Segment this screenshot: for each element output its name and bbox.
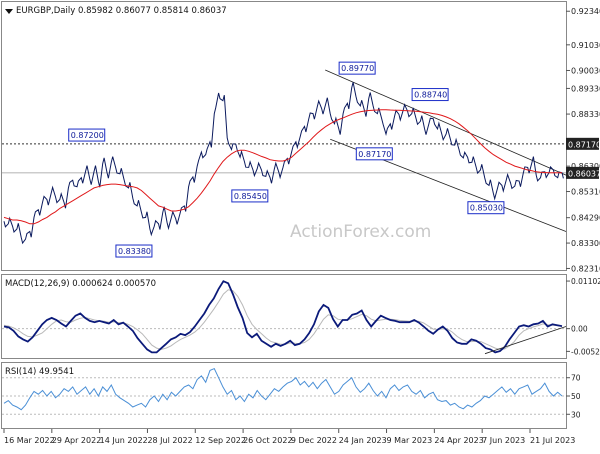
annotation-label: 0.88740 (414, 91, 447, 100)
level-price-tag (566, 137, 599, 150)
moving-average-line (3, 109, 562, 225)
x-axis-tick-label: 7 Jun 2023 (482, 436, 525, 445)
annotation-box (231, 189, 269, 203)
annotation-box (68, 128, 106, 142)
rsi-y-tick-label: 70 (571, 374, 581, 383)
current-price-tag (566, 166, 599, 179)
annotation-box (355, 147, 393, 161)
annotation-label: 0.85030 (470, 204, 503, 213)
x-axis-tick-label: 14 Jun 2022 (100, 436, 148, 445)
rsi-y-tick-label: 30 (571, 410, 581, 419)
macd-panel-header: MACD(12,26,9) 0.000624 0.000570 (5, 279, 156, 289)
x-axis-tick-label: 9 Dec 2022 (291, 436, 337, 445)
annotation-label: 0.89770 (341, 64, 374, 73)
dropdown-triangle-icon[interactable] (5, 9, 13, 14)
rsi-line (3, 367, 563, 411)
x-axis-tick-label: 26 Oct 2022 (243, 436, 292, 445)
x-axis-tick-label: 12 Sep 2022 (195, 436, 246, 445)
watermark: ActionForex.com (290, 222, 431, 242)
macd-layer: 0.011027 0.00 -0.005267 (2, 277, 600, 356)
annotation-box (411, 88, 449, 102)
annotation-box (338, 61, 376, 75)
rsi-layer: 70 50 30 (2, 367, 581, 419)
level-price-label: 0.87170 (568, 140, 600, 149)
annotation-box (115, 244, 153, 258)
annotation-label: 0.85450 (234, 192, 267, 201)
annotation-box (467, 201, 505, 215)
x-axis-tick-label: 28 Jul 2022 (147, 436, 192, 445)
x-axis-tick-label: 16 Mar 2022 (4, 436, 55, 445)
price-series-line (3, 82, 564, 245)
annotation-label: 0.87200 (71, 131, 104, 140)
x-axis-tick-label: 24 Apr 2023 (434, 436, 483, 445)
macd-trendline (484, 326, 567, 355)
macd-y-tick-label: 0.00 (571, 325, 588, 334)
rsi-y-tick-label: 50 (571, 392, 581, 401)
current-price-label: 0.86037 (568, 169, 600, 178)
annotation-label: 0.87170 (358, 150, 391, 159)
x-axis-tick-label: 9 Mar 2023 (387, 436, 433, 445)
price-panel-header: EURGBP,Daily 0.85982 0.86077 0.85814 0.8… (16, 6, 227, 16)
macd-y-tick-label: 0.011027 (571, 277, 600, 286)
annotation-label: 0.83380 (118, 247, 151, 256)
channel-upper-line (325, 69, 567, 176)
x-axis-tick-label: 21 Jul 2023 (530, 436, 575, 445)
x-axis-tick-label: 29 Apr 2022 (52, 436, 101, 445)
x-axis-tick-label: 24 Jan 2023 (339, 436, 387, 445)
macd-line (3, 280, 563, 354)
rsi-panel-header: RSI(14) 49.9541 (5, 367, 74, 377)
macd-y-tick-label: -0.005267 (571, 347, 600, 356)
